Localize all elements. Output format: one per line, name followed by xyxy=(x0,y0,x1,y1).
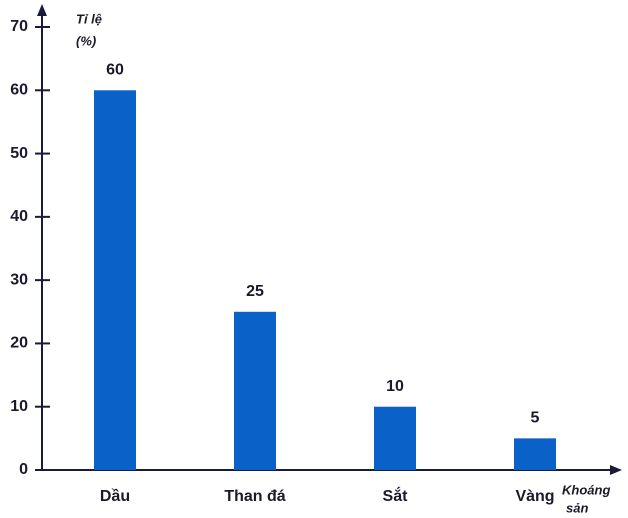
y-tick-label: 0 xyxy=(19,461,28,478)
bar xyxy=(374,406,416,470)
bar xyxy=(94,90,136,471)
x-tick-label: Vàng xyxy=(515,488,554,505)
y-tick-label: 10 xyxy=(10,398,28,415)
y-tick-label: 20 xyxy=(10,335,28,352)
x-tick-label: Dầu xyxy=(100,488,130,505)
x-tick-label: Than đá xyxy=(224,488,285,505)
y-tick-label: 70 xyxy=(10,18,28,35)
x-axis-arrow xyxy=(610,465,622,475)
x-axis-title: sản xyxy=(566,500,588,515)
y-axis-title: Tỉ lệ xyxy=(76,11,102,26)
data-label: 5 xyxy=(531,410,540,427)
y-axis-arrow xyxy=(37,4,47,16)
bar xyxy=(234,311,276,470)
y-axis-title: (%) xyxy=(76,33,96,48)
y-tick-label: 60 xyxy=(10,82,28,99)
x-axis-title: Khoáng xyxy=(562,482,610,497)
data-label: 25 xyxy=(246,283,264,300)
data-label: 10 xyxy=(386,378,404,395)
y-tick-label: 50 xyxy=(10,145,28,162)
bar xyxy=(514,438,556,470)
y-tick-label: 40 xyxy=(10,208,28,225)
data-label: 60 xyxy=(106,62,124,79)
y-tick-label: 30 xyxy=(10,271,28,288)
x-tick-label: Sắt xyxy=(383,486,409,505)
